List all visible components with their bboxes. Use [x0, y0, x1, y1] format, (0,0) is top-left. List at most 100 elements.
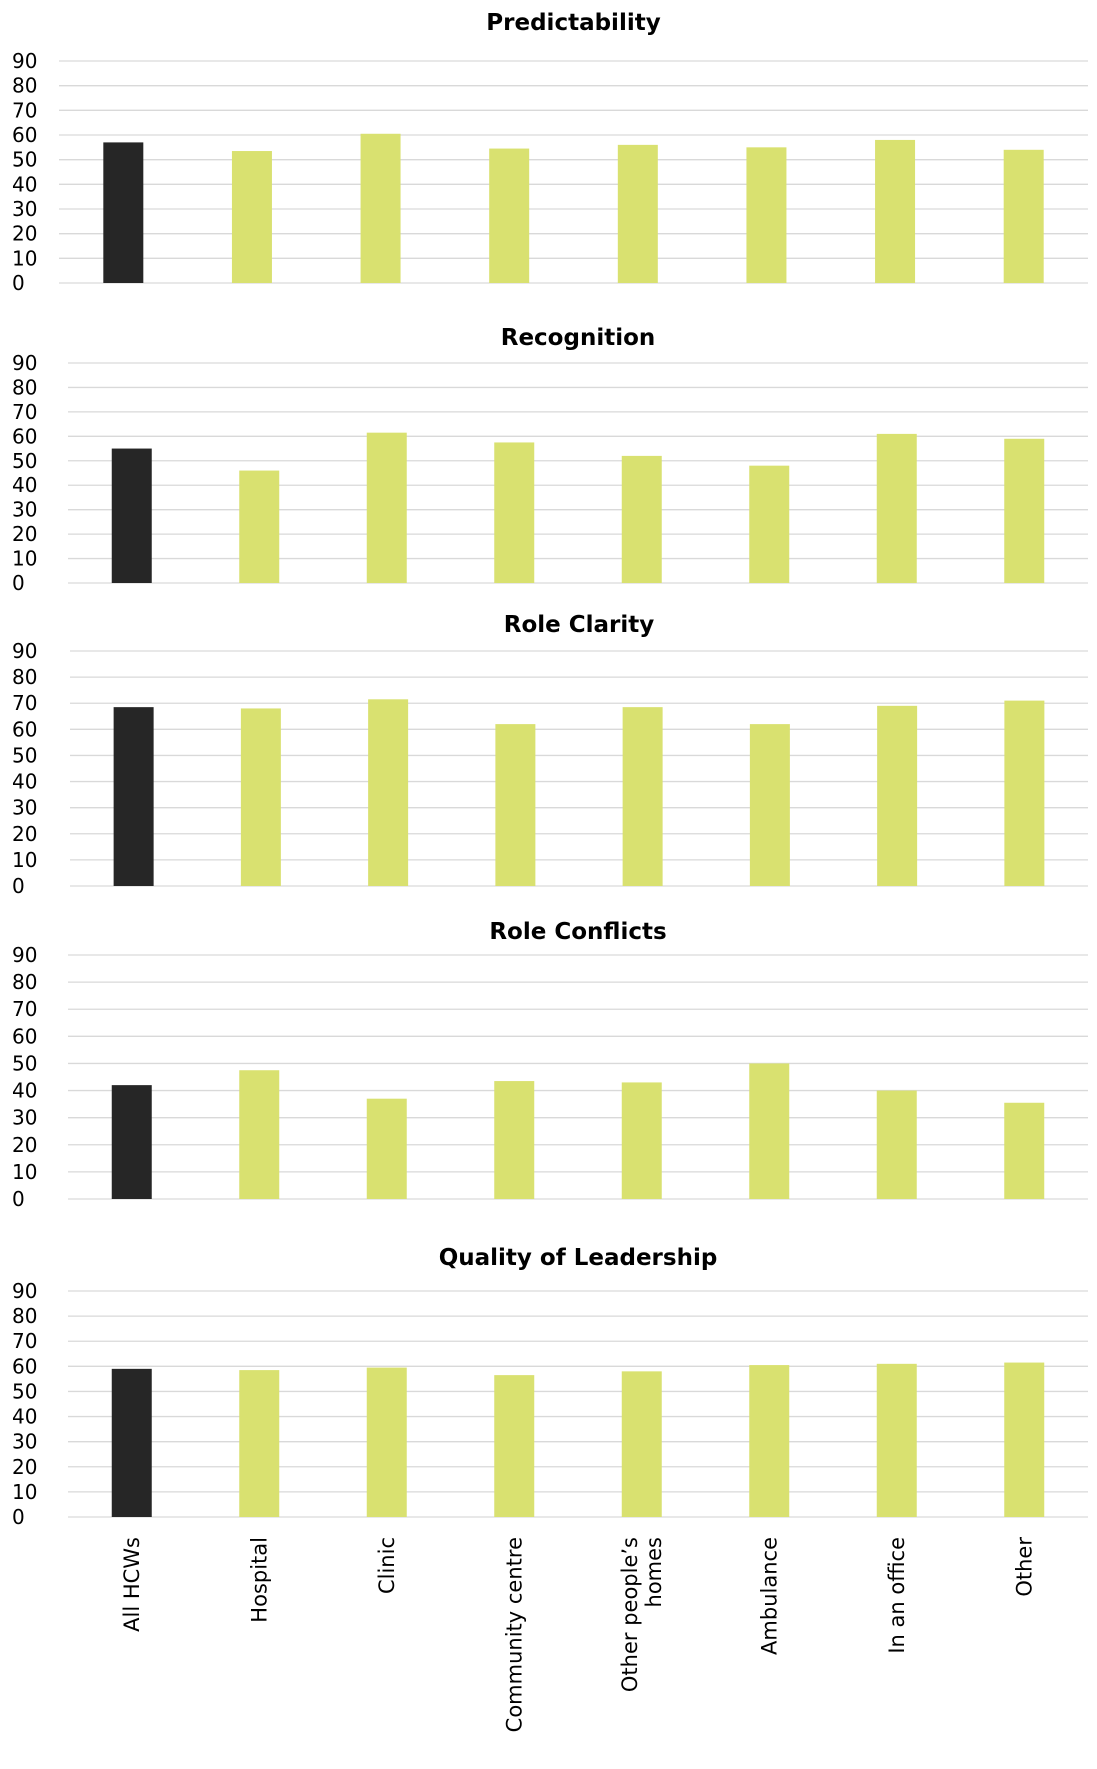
y-tick-label: 70 [12, 400, 37, 424]
y-tick-label: 10 [12, 1480, 37, 1504]
y-tick-label: 20 [12, 822, 37, 846]
bar-in-an-office [877, 705, 918, 886]
x-tick-label-group: Hospital [247, 1537, 271, 1623]
chart-title: Predictability [486, 10, 660, 36]
x-tick-label: Hospital [247, 1537, 271, 1623]
y-tick-label: 30 [12, 498, 37, 522]
bar-community-centre [489, 148, 530, 283]
bar-other [1003, 149, 1044, 283]
chart-title: Role Conflicts [489, 919, 666, 945]
x-tick-label: Other people’s [618, 1537, 642, 1692]
y-tick-label: 90 [12, 639, 37, 663]
y-tick-label: 70 [12, 1329, 37, 1353]
y-tick-label: 90 [12, 49, 37, 73]
bar-other-people-s-homes [621, 1371, 662, 1517]
x-tick-label: Community centre [502, 1537, 526, 1732]
y-tick-label: 40 [12, 473, 37, 497]
y-tick-label: 90 [12, 351, 37, 375]
y-tick-label: 30 [12, 1106, 37, 1130]
bar-community-centre [494, 1375, 535, 1517]
bar-clinic [360, 133, 401, 283]
y-tick-label: 50 [12, 1051, 37, 1075]
x-tick-label-group: Clinic [375, 1537, 399, 1594]
bar-clinic [366, 1367, 407, 1517]
chart-title: Recognition [501, 325, 656, 351]
y-tick-label: 10 [12, 848, 37, 872]
bar-hospital [231, 151, 272, 283]
bar-ambulance [746, 147, 787, 283]
bar-ambulance [749, 1063, 790, 1199]
y-tick-label: 60 [12, 1024, 37, 1048]
bar-other-people-s-homes [622, 707, 663, 886]
x-tick-label-group: Ambulance [757, 1537, 781, 1655]
y-tick-label: 70 [12, 98, 37, 122]
bar-in-an-office [876, 433, 917, 583]
bar-hospital [239, 1070, 280, 1199]
bar-other [1004, 1102, 1045, 1199]
y-tick-label: 50 [12, 743, 37, 767]
y-tick-label: 50 [12, 449, 37, 473]
y-tick-label: 40 [12, 1405, 37, 1429]
bar-ambulance [749, 724, 790, 886]
y-tick-label: 80 [12, 665, 37, 689]
y-tick-label: 40 [12, 1079, 37, 1103]
y-tick-label: 0 [12, 1505, 25, 1529]
x-tick-label-group: Other [1012, 1537, 1036, 1597]
bar-community-centre [495, 724, 536, 886]
x-tick-label: In an office [885, 1537, 909, 1654]
y-tick-label: 90 [12, 943, 37, 967]
x-tick-label: All HCWs [120, 1537, 144, 1632]
bar-all-hcws [113, 707, 154, 886]
bar-other [1004, 1362, 1045, 1517]
bar-other-people-s-homes [621, 1082, 662, 1199]
chart-title: Quality of Leadership [439, 1245, 718, 1271]
bar-ambulance [749, 465, 790, 583]
y-tick-label: 60 [12, 424, 37, 448]
x-tick-label-group: Other people’s homes [618, 1537, 666, 1692]
y-tick-label: 70 [12, 691, 37, 715]
bar-in-an-office [875, 139, 916, 283]
bar-clinic [368, 699, 409, 886]
y-tick-label: 60 [12, 1354, 37, 1378]
bar-community-centre [494, 442, 535, 583]
x-tick-label-group: Community centre [502, 1537, 526, 1732]
y-tick-label: 80 [12, 74, 37, 98]
y-tick-label: 70 [12, 997, 37, 1021]
y-tick-label: 20 [12, 522, 37, 546]
y-tick-label: 10 [12, 547, 37, 571]
bar-hospital [240, 708, 281, 886]
y-tick-label: 20 [12, 222, 37, 246]
bar-all-hcws [103, 142, 144, 283]
bar-other [1004, 438, 1045, 583]
bar-clinic [366, 1098, 407, 1199]
bar-in-an-office [876, 1090, 917, 1199]
y-tick-label: 80 [12, 970, 37, 994]
y-tick-label: 10 [12, 1160, 37, 1184]
bar-all-hcws [111, 1085, 152, 1199]
x-tick-label: homes [642, 1537, 666, 1607]
y-tick-label: 30 [12, 796, 37, 820]
y-tick-label: 60 [12, 717, 37, 741]
y-tick-label: 50 [12, 1379, 37, 1403]
bar-hospital [239, 470, 280, 583]
y-tick-label: 90 [12, 1279, 37, 1303]
y-tick-label: 20 [12, 1455, 37, 1479]
bar-all-hcws [111, 448, 152, 583]
y-tick-label: 0 [12, 571, 25, 595]
bar-other-people-s-homes [621, 455, 662, 583]
x-tick-label-group: In an office [885, 1537, 909, 1654]
bar-ambulance [749, 1365, 790, 1517]
x-tick-label: Ambulance [757, 1537, 781, 1655]
y-tick-label: 30 [12, 197, 37, 221]
y-tick-label: 30 [12, 1430, 37, 1454]
bar-in-an-office [876, 1363, 917, 1517]
y-tick-label: 0 [12, 1187, 25, 1211]
y-tick-label: 20 [12, 1133, 37, 1157]
y-tick-label: 10 [12, 246, 37, 270]
y-tick-label: 40 [12, 770, 37, 794]
